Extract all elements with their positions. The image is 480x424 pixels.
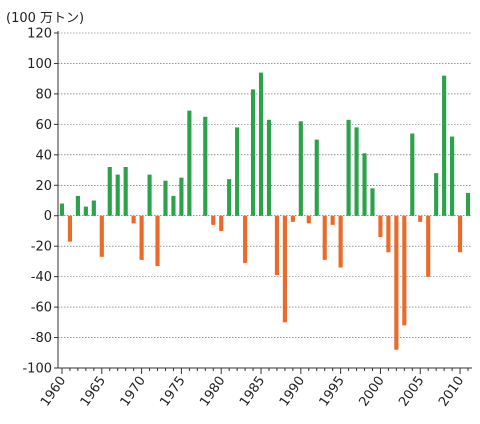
grid-lines [58, 32, 472, 338]
bar-2005 [418, 215, 423, 222]
bar-1968 [123, 167, 128, 216]
bar-1991 [306, 215, 311, 224]
bar-1982 [235, 127, 240, 216]
bar-1970 [139, 215, 144, 260]
bar-1965 [99, 215, 104, 257]
bar-2000 [378, 215, 383, 238]
bar-2002 [394, 215, 399, 350]
bar-1984 [250, 89, 256, 216]
y-tick-label: 100 [27, 57, 52, 72]
y-tick-label: -100 [22, 362, 52, 377]
bar-1995 [338, 215, 343, 268]
bar-1979 [211, 215, 216, 225]
y-axis-ticks: -100 -80 -60 -40 -20 0 20 40 60 80 100 120 [22, 27, 58, 377]
bar-1963 [83, 206, 88, 216]
bar-1978 [203, 116, 208, 216]
x-tick-label: 1975 [157, 374, 188, 410]
bar-1993 [322, 215, 327, 260]
bar-1967 [115, 174, 120, 216]
bar-2001 [386, 215, 391, 253]
bar-1969 [131, 215, 136, 224]
y-tick-label: -60 [31, 301, 52, 316]
x-axis-ticks: 1960 1965 1970 1975 1980 1985 1990 1995 2000 2005… [38, 368, 469, 410]
x-tick-label: 1990 [277, 374, 308, 410]
axes [57, 31, 472, 369]
x-tick-label: 1960 [38, 374, 69, 410]
x-tick-label: 2000 [356, 374, 387, 410]
bar-1990 [298, 121, 303, 216]
bar-1988 [282, 215, 287, 323]
bar-1997 [354, 127, 359, 216]
bar-1966 [107, 167, 112, 216]
y-tick-label: -80 [31, 331, 52, 346]
y-tick-label: -40 [31, 270, 52, 285]
bar-2009 [450, 136, 455, 216]
bar-1989 [290, 215, 295, 222]
y-axis-unit-label: (100 万トン) [6, 11, 84, 26]
bar-1987 [274, 215, 280, 276]
bar-2007 [434, 173, 439, 216]
bar-1974 [171, 195, 176, 216]
y-tick-label: 120 [27, 27, 52, 42]
bar-1976 [187, 110, 192, 216]
bar-2006 [426, 215, 431, 277]
bar-1975 [179, 177, 184, 216]
bar-1971 [147, 174, 152, 216]
bar-1994 [330, 215, 335, 225]
bar-1961 [67, 215, 73, 242]
bar-1999 [370, 188, 375, 216]
y-tick-label: 20 [35, 179, 52, 194]
x-tick-label: 1995 [317, 374, 348, 410]
x-tick-label: 1985 [237, 374, 268, 410]
bar-2010 [457, 215, 463, 253]
bar-1981 [227, 179, 232, 216]
bar-2003 [402, 215, 407, 326]
bar-1980 [219, 215, 224, 231]
x-tick-label: 2010 [436, 374, 467, 410]
y-tick-label: 0 [44, 209, 52, 224]
bar-1992 [314, 139, 319, 216]
bar-1983 [243, 215, 248, 263]
y-tick-label: -20 [31, 240, 52, 255]
x-tick-label: 1980 [197, 374, 228, 410]
bar-1964 [91, 200, 96, 216]
bar-1973 [163, 180, 168, 216]
x-tick-label: 1965 [78, 374, 109, 410]
y-tick-label: 40 [35, 148, 52, 163]
bar-1985 [258, 72, 264, 216]
bar-1962 [75, 195, 80, 216]
bar-1996 [346, 119, 351, 216]
bar-1972 [155, 215, 160, 266]
x-tick-label: 1970 [118, 374, 149, 410]
bar-2011 [465, 192, 471, 216]
bar-1960 [59, 203, 65, 216]
y-tick-label: 80 [35, 87, 52, 102]
bar-2008 [442, 75, 447, 216]
bar-1986 [266, 119, 272, 216]
bar-1998 [362, 153, 367, 216]
y-tick-label: 60 [35, 118, 52, 133]
bars [59, 72, 471, 350]
x-tick-label: 2005 [396, 374, 427, 410]
bar-2004 [410, 133, 415, 216]
